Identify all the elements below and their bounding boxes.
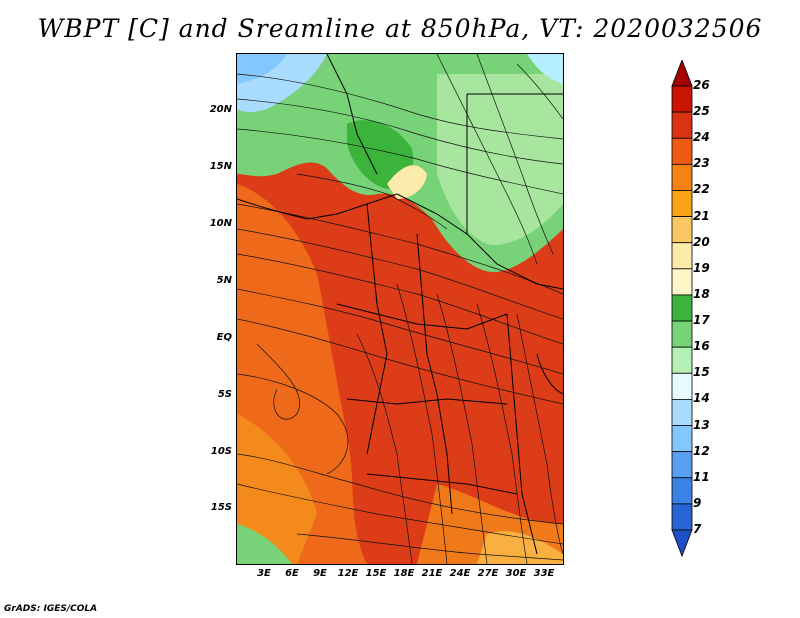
- lat-label-5s: 5S: [217, 389, 232, 400]
- colorbar-label: 16: [693, 339, 710, 354]
- map-title: WBPT [C] and Sreamline at 850hPa, VT: 20…: [37, 14, 763, 43]
- colorbar-swatch: [671, 190, 693, 217]
- lat-label-eq: EQ: [216, 332, 232, 343]
- lat-label-5n: 5N: [216, 275, 232, 286]
- colorbar-label: 13: [693, 417, 710, 432]
- streamlines: [237, 54, 563, 564]
- grads-credit: GrADS: IGES/COLA: [4, 604, 98, 614]
- wbpt-field-ne-blue: [527, 54, 563, 84]
- colorbar-label: 22: [693, 182, 710, 197]
- lon-label-30e: 30E: [505, 568, 527, 579]
- colorbar-label: 9: [693, 495, 702, 510]
- lat-label-10s: 10S: [210, 446, 232, 457]
- colorbar-label: 21: [693, 208, 710, 223]
- colorbar-label: 11: [693, 469, 710, 484]
- colorbar-swatch: [671, 399, 693, 426]
- lon-label-18e: 18E: [393, 568, 415, 579]
- wbpt-field-sw-green: [237, 524, 292, 564]
- wbpt-field-southwest: [237, 414, 317, 564]
- colorbar-label: 26: [693, 78, 710, 92]
- colorbar-swatch: [671, 268, 693, 296]
- colorbar-label: 24: [693, 130, 710, 145]
- colorbar-swatch: [671, 320, 693, 348]
- map-field: [237, 54, 563, 564]
- colorbar-swatch: [671, 425, 693, 453]
- lat-label-15n: 15N: [209, 161, 232, 172]
- colorbar-label: 23: [693, 156, 710, 171]
- colorbar-label: 25: [693, 104, 710, 119]
- colorbar-swatch: [671, 372, 693, 400]
- colorbar-label: 7: [693, 522, 702, 536]
- colorbar-label: 20: [693, 234, 710, 249]
- colorbar-swatch: [671, 216, 693, 244]
- lon-label-27e: 27E: [477, 568, 499, 579]
- colorbar-swatch: [671, 477, 693, 505]
- colorbar-label: 17: [693, 313, 710, 328]
- lon-label-6e: 6E: [285, 568, 299, 579]
- colorbar-swatch: [671, 451, 693, 479]
- wbpt-field-cream: [387, 165, 427, 199]
- lon-label-12e: 12E: [337, 568, 359, 579]
- colorbar-swatch: [671, 163, 693, 191]
- colorbar-swatch: [671, 503, 693, 531]
- lat-label-15s: 15S: [210, 502, 232, 513]
- colorbar-max-triangle: [671, 60, 693, 87]
- colorbar-swatch: [671, 346, 693, 374]
- country-borders: [237, 54, 563, 555]
- wbpt-field-north-dark: [347, 120, 414, 189]
- lon-label-24e: 24E: [449, 568, 471, 579]
- map-panel: [236, 53, 564, 565]
- lat-label-10n: 10N: [209, 218, 232, 229]
- colorbar-label: 12: [693, 443, 710, 458]
- colorbar-label: 19: [693, 260, 710, 275]
- colorbar-swatch: [671, 294, 693, 322]
- colorbar-swatch: [671, 242, 693, 270]
- colorbar-min-triangle: [671, 529, 693, 558]
- colorbar: [671, 60, 693, 558]
- colorbar-label: 14: [693, 391, 710, 406]
- lon-label-3e: 3E: [257, 568, 271, 579]
- colorbar-label: 15: [693, 365, 710, 380]
- wbpt-field-nw-blue-dark: [237, 54, 287, 84]
- lon-label-9e: 9E: [313, 568, 327, 579]
- lon-label-33e: 33E: [533, 568, 555, 579]
- lat-label-20n: 20N: [209, 104, 232, 115]
- colorbar-label: 18: [693, 286, 710, 301]
- lon-label-15e: 15E: [365, 568, 387, 579]
- lon-label-21e: 21E: [421, 568, 443, 579]
- colorbar-swatch: [671, 111, 693, 139]
- colorbar-swatch: [671, 85, 693, 113]
- colorbar-swatch: [671, 137, 693, 165]
